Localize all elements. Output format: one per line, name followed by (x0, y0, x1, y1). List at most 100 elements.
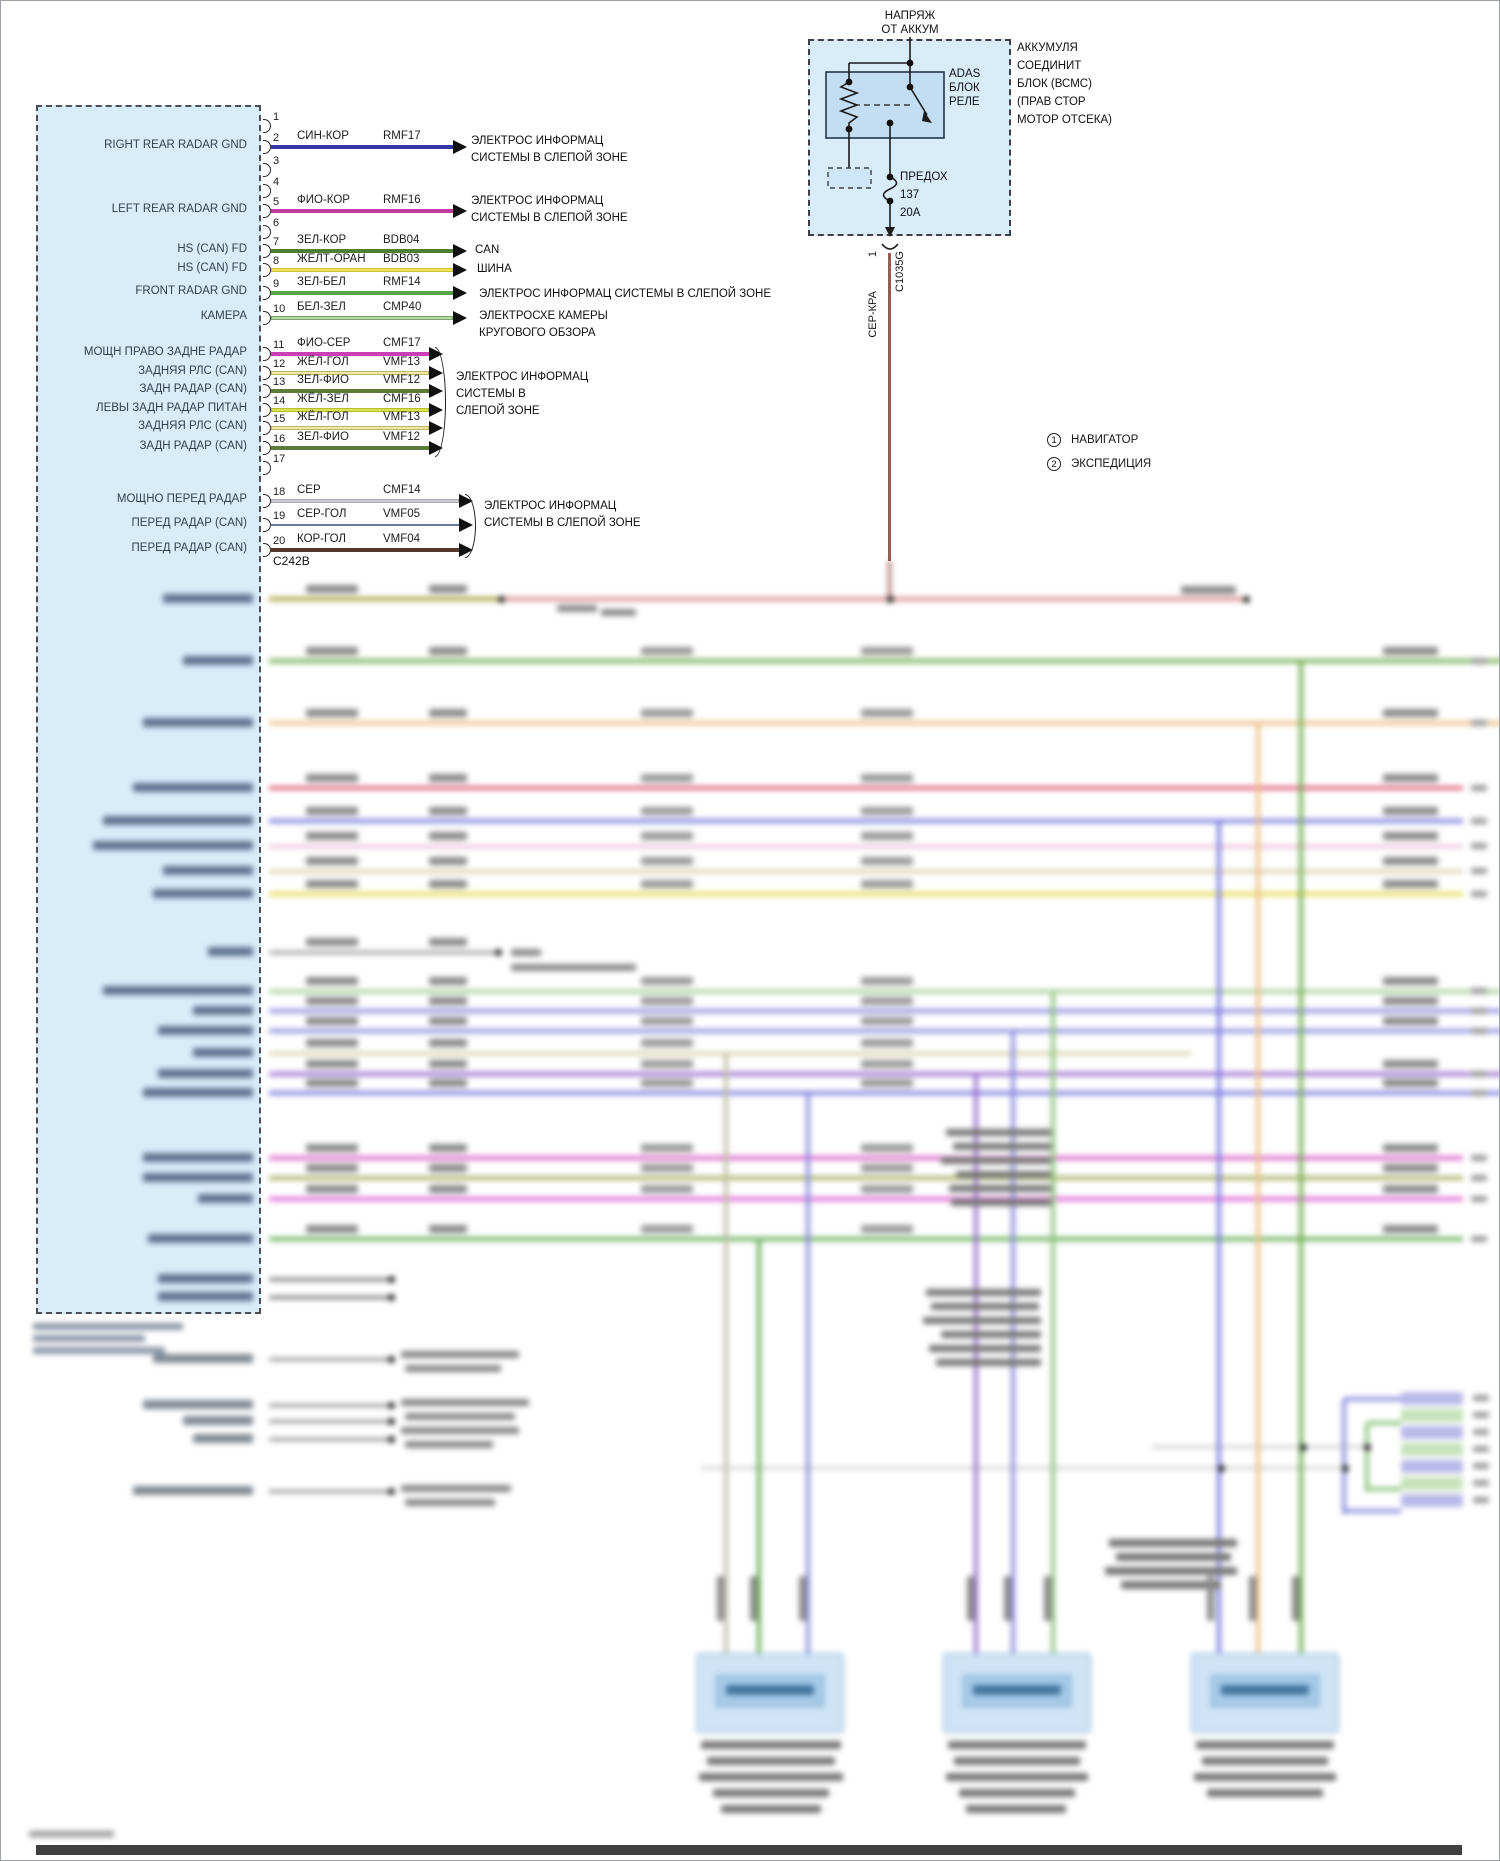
wire-line (1011, 1031, 1015, 1653)
text-blob (707, 1757, 835, 1765)
wire-line (271, 249, 453, 253)
pin-number: 16 (273, 433, 286, 445)
text-blob (641, 857, 693, 865)
junction-dot (388, 1276, 395, 1283)
wire-line (269, 1176, 1463, 1180)
junction-dot (498, 596, 505, 603)
text-blob (306, 585, 358, 593)
wire-color-name: ФИО-СЕР (297, 337, 351, 349)
text-blob (641, 1164, 693, 1172)
wire-line (724, 1053, 728, 1653)
text-blob (954, 1757, 1080, 1765)
pin-number: 9 (273, 278, 280, 290)
wire-line (269, 1437, 391, 1441)
connector-id: C242B (273, 554, 310, 568)
text-blob (861, 774, 913, 782)
wire-line (1344, 1509, 1401, 1513)
panel-label-blob (143, 1153, 253, 1162)
wire-line (271, 446, 429, 450)
wire-code: CMF17 (383, 337, 421, 349)
text-blob (861, 880, 913, 888)
pin-number: 5 (273, 196, 280, 208)
junction-dot (388, 1488, 395, 1495)
legend-label-navigator: НАВИГАТОР (1071, 434, 1139, 446)
pin-label: ЗАДН РАДАР (CAN) (139, 383, 247, 395)
junction-dot (388, 1436, 395, 1443)
text-blob (941, 1157, 1051, 1164)
text-blob (949, 1185, 1051, 1192)
text-blob (429, 857, 467, 865)
wire-color-name: ФИО-КОР (297, 194, 350, 206)
module-connector-label (726, 1685, 814, 1695)
module-connector-label (1221, 1685, 1309, 1695)
text-blob (1401, 1392, 1463, 1405)
label-line: ADAS (949, 68, 981, 80)
dest-line: СЛЕПОЙ ЗОНЕ (456, 405, 540, 417)
text-blob (1471, 720, 1487, 726)
text-blob (1383, 997, 1438, 1005)
wire-line (269, 950, 498, 954)
dest-can-bus: ШИНА (477, 263, 512, 275)
text-blob (1401, 1460, 1463, 1473)
wire-arrow (453, 311, 467, 325)
text-blob (429, 1060, 467, 1068)
dest-line: СИСТЕМЫ В (456, 388, 526, 400)
text-blob (966, 1805, 1066, 1813)
wire-line (269, 1091, 1499, 1095)
wire-line (1256, 723, 1260, 1653)
panel-label-blob (133, 1486, 253, 1495)
panel-label-blob (158, 1292, 253, 1301)
text-blob (861, 1079, 913, 1087)
dest-line: СИСТЕМЫ В СЛЕПОЙ ЗОНЕ (484, 517, 641, 529)
text-blob (405, 1413, 515, 1420)
text-blob (861, 1185, 913, 1193)
text-blob (699, 1773, 843, 1781)
text-blob (946, 1773, 1088, 1781)
wire-line (271, 268, 453, 272)
pin-number: 11 (273, 339, 285, 351)
wire-line (269, 869, 1463, 873)
text-blob (861, 807, 913, 815)
junction-dot (1342, 1465, 1349, 1472)
text-blob (1471, 868, 1487, 874)
wire-arrow (453, 204, 467, 218)
wire-line (271, 426, 429, 430)
text-blob (29, 1831, 114, 1837)
text-blob (429, 807, 467, 815)
wire-line (269, 721, 1499, 725)
wire-line (269, 1489, 391, 1493)
pin-number: 14 (273, 395, 286, 407)
text-blob (429, 774, 467, 782)
dest-blind-zone-group1: ЭЛЕКТРОС ИНФОРМАЦ СИСТЕМЫ В СЛЕПОЙ ЗОНЕ (456, 369, 588, 420)
panel-label-blob (143, 1173, 253, 1182)
text-blob (951, 1199, 1051, 1206)
pin-label: ЗАДНЯЯ РЛС (CAN) (138, 365, 247, 377)
wire-line (1217, 821, 1221, 1653)
pin-label: ПЕРЕД РАДАР (CAN) (131, 517, 247, 529)
relay-name-label: ADAS БЛОК РЕЛЕ (949, 67, 980, 109)
wire-line (269, 1197, 1463, 1201)
wire-line (271, 291, 453, 295)
text-blob (946, 1129, 1051, 1136)
text-blob (1471, 1071, 1487, 1077)
wire-line (271, 209, 453, 213)
text-blob (641, 997, 693, 1005)
text-blob (1202, 1757, 1328, 1765)
wire-line (271, 408, 429, 412)
text-blob (1383, 832, 1438, 840)
text-blob (861, 1039, 913, 1047)
panel-label-blob (143, 1088, 253, 1097)
text-blob (1401, 1426, 1463, 1439)
wire-line (269, 659, 1499, 663)
footer-bar (36, 1845, 1462, 1855)
text-blob (953, 1143, 1051, 1150)
wire-color-name: ЗЕЛ-БЕЛ (297, 276, 346, 288)
wire-line (269, 597, 501, 601)
label-line: 20A (900, 207, 921, 219)
text-blob (1105, 1567, 1237, 1575)
text-blob (861, 1225, 913, 1233)
wire-code: CMP40 (383, 301, 422, 313)
text-blob (641, 1144, 693, 1152)
text-blob (713, 1789, 829, 1797)
